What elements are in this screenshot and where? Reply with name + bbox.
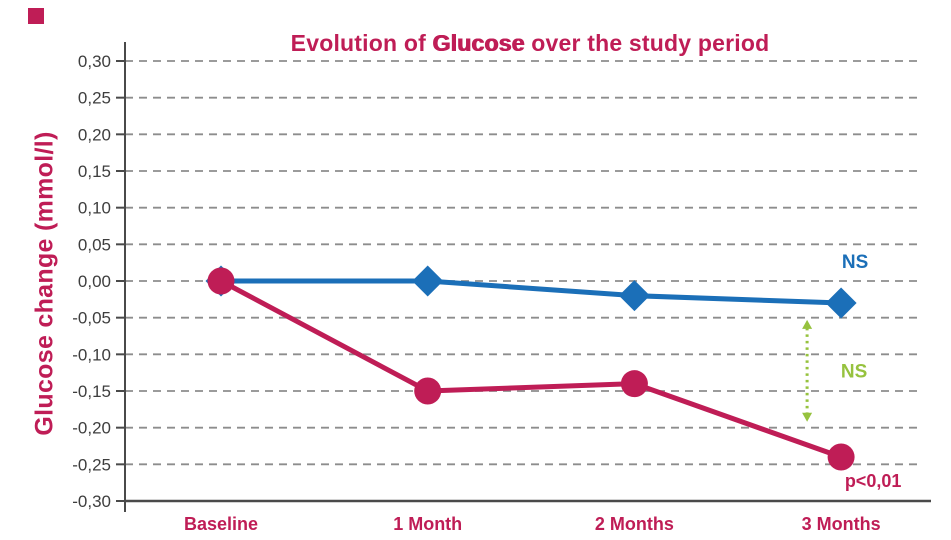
y-tick-label: 0,30 xyxy=(78,52,111,71)
x-category-label: 3 Months xyxy=(802,514,881,534)
y-tick-label: -0,25 xyxy=(72,455,111,474)
chart-title: Evolution of Glucose over the study peri… xyxy=(125,30,935,57)
blue-diamond-series-marker xyxy=(825,287,857,319)
blue-diamond-series-marker xyxy=(618,280,650,312)
y-tick-label: 0,25 xyxy=(78,89,111,108)
x-category-label: 1 Month xyxy=(393,514,462,534)
y-tick-label: 0,00 xyxy=(78,272,111,291)
y-tick-label: 0,15 xyxy=(78,162,111,181)
x-category-label: Baseline xyxy=(184,514,258,534)
crimson-circle-series-marker xyxy=(414,377,442,405)
arrow-head-down-icon xyxy=(802,412,813,422)
title-prefix: Evolution of xyxy=(290,30,433,56)
crimson-circle-series-line xyxy=(218,278,844,460)
title-suffix: over the study period xyxy=(524,30,770,56)
crimson-circle-series-marker xyxy=(827,443,855,471)
blue-diamond-series-line xyxy=(218,278,844,306)
crimson-circle-series-marker xyxy=(207,267,235,295)
y-tick-label: 0,20 xyxy=(78,125,111,144)
annotation-label: p<0,01 xyxy=(845,471,902,491)
annotation-label: NS xyxy=(841,361,867,382)
crimson-circle-series-marker xyxy=(620,370,648,398)
y-tick-label: 0,10 xyxy=(78,199,111,218)
y-tick-label: -0,15 xyxy=(72,382,111,401)
title-emphasis: Glucose xyxy=(432,30,525,56)
arrow-head-up-icon xyxy=(802,319,813,329)
y-tick-label: -0,20 xyxy=(72,419,111,438)
y-tick-label: -0,30 xyxy=(72,492,111,511)
y-tick-label: -0,05 xyxy=(72,309,111,328)
x-category-label: 2 Months xyxy=(595,514,674,534)
y-tick-label: 0,05 xyxy=(78,235,111,254)
annotation-label: NS xyxy=(842,252,868,273)
y-tick-label: -0,10 xyxy=(72,345,111,364)
blue-diamond-series-marker xyxy=(412,265,444,297)
brand-square-icon xyxy=(28,8,44,24)
